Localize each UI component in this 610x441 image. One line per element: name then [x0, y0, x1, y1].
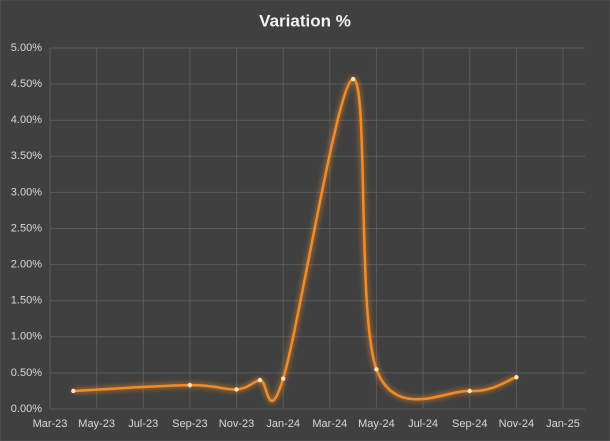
- y-tick-label: 2.00%: [11, 259, 42, 271]
- y-tick-label: 1.50%: [11, 295, 42, 307]
- point: [234, 387, 239, 392]
- y-tick-label: 5.00%: [11, 42, 42, 54]
- x-tick-label: Mar-23: [33, 418, 68, 430]
- point: [374, 367, 379, 372]
- point: [467, 388, 472, 394]
- point: [280, 376, 286, 381]
- point: [350, 76, 356, 82]
- x-tick-label: Nov-24: [499, 418, 534, 430]
- x-tick-label: Jul-24: [408, 418, 438, 430]
- y-tick-label: 3.00%: [11, 186, 42, 198]
- y-tick-label: 4.00%: [11, 114, 42, 126]
- x-tick-label: Mar-24: [312, 418, 347, 430]
- x-tick-label: May-24: [358, 418, 395, 430]
- x-tick-label: May-23: [78, 418, 115, 430]
- point: [187, 382, 193, 388]
- chart-title: Variation %: [259, 11, 351, 30]
- point: [257, 377, 263, 383]
- y-tick-label: 0.00%: [11, 403, 42, 415]
- point: [514, 375, 519, 380]
- y-tick-label: 4.50%: [11, 78, 42, 90]
- x-tick-label: Sep-23: [172, 418, 207, 430]
- x-tick-label: Sep-24: [452, 418, 487, 430]
- line: [73, 77, 517, 403]
- y-tick-label: 1.00%: [11, 331, 42, 343]
- y-tick-label: 2.50%: [11, 222, 42, 234]
- x-tick-label: Jul-23: [128, 418, 158, 430]
- x-tick-label: Nov-23: [219, 418, 254, 430]
- y-tick-label: 3.50%: [11, 150, 42, 162]
- point: [71, 388, 76, 394]
- x-tick-label: Jan-24: [266, 418, 300, 430]
- x-tick-label: Jan-25: [546, 418, 580, 430]
- y-tick-label: 0.50%: [11, 367, 42, 379]
